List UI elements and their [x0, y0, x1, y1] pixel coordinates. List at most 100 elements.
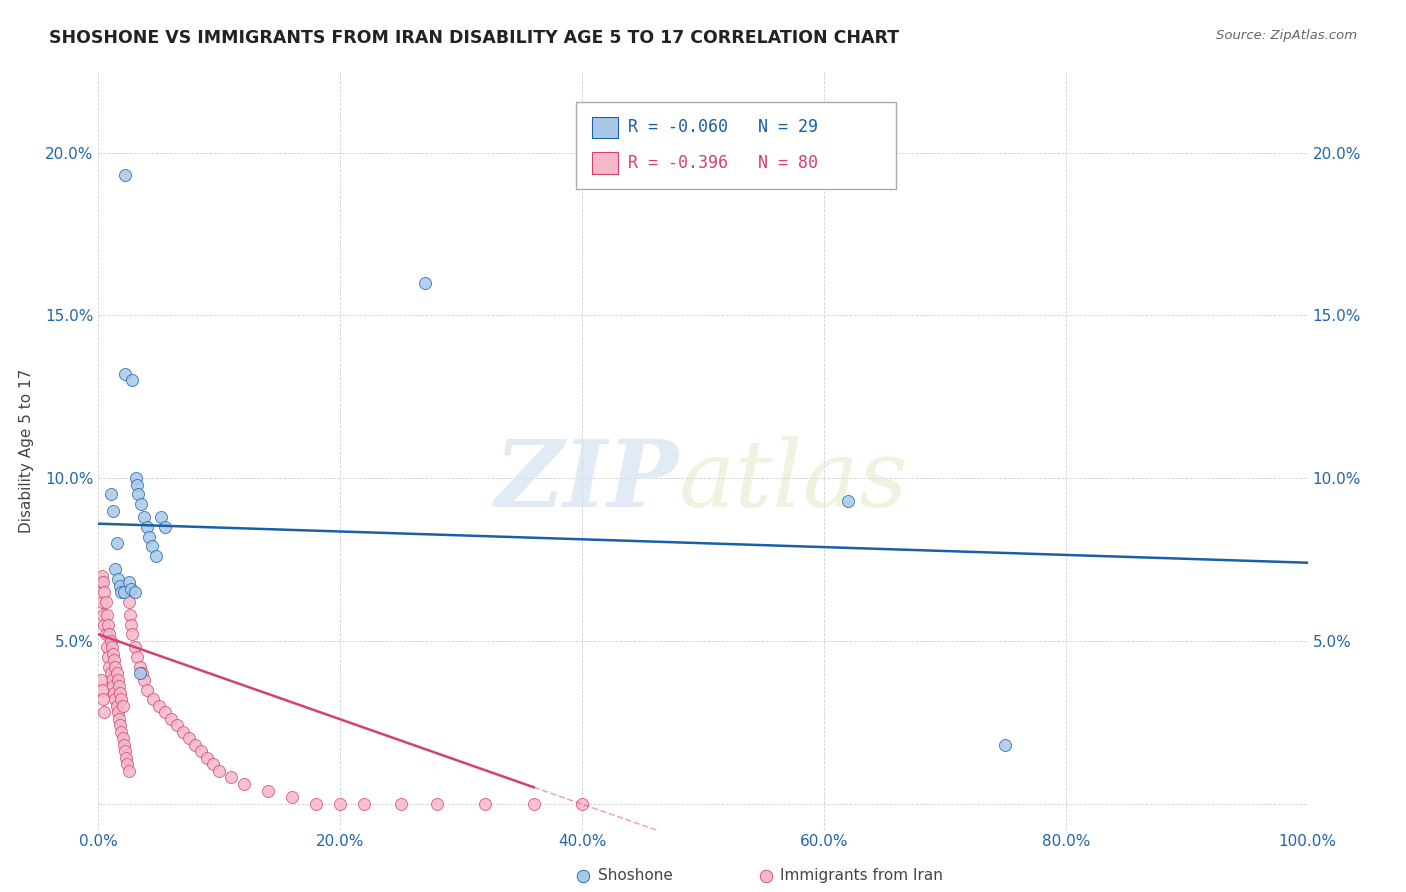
Point — [202, 757, 225, 772]
Point — [426, 797, 449, 811]
Point — [90, 673, 112, 687]
Text: Shoshone: Shoshone — [598, 869, 672, 883]
Point — [100, 633, 122, 648]
Point — [107, 706, 129, 720]
Point — [101, 647, 124, 661]
Point — [134, 510, 156, 524]
Point — [256, 783, 278, 797]
Point — [100, 640, 122, 655]
Point — [107, 572, 129, 586]
Point — [142, 692, 165, 706]
Point — [110, 692, 132, 706]
Point — [97, 650, 120, 665]
Point — [93, 585, 115, 599]
Point — [195, 751, 218, 765]
Point — [153, 706, 176, 720]
Point — [115, 751, 138, 765]
Point — [114, 169, 136, 183]
FancyBboxPatch shape — [576, 102, 897, 189]
Point — [117, 757, 139, 772]
Point — [389, 797, 412, 811]
Text: R = -0.060   N = 29: R = -0.060 N = 29 — [628, 119, 818, 136]
Point — [150, 510, 173, 524]
Point — [118, 595, 141, 609]
Point — [128, 660, 150, 674]
Text: atlas: atlas — [679, 436, 908, 525]
Point — [179, 731, 201, 746]
Point — [91, 568, 114, 582]
Point — [104, 562, 127, 576]
Point — [190, 744, 212, 758]
Point — [107, 673, 129, 687]
Point — [91, 692, 114, 706]
Point — [112, 738, 135, 752]
Point — [96, 607, 118, 622]
Text: ZIP: ZIP — [495, 436, 679, 525]
Point — [105, 666, 128, 681]
Point — [118, 607, 141, 622]
Point — [128, 666, 150, 681]
Point — [108, 686, 131, 700]
Point — [101, 503, 124, 517]
Point — [103, 686, 125, 700]
Point — [221, 771, 243, 785]
Text: SHOSHONE VS IMMIGRANTS FROM IRAN DISABILITY AGE 5 TO 17 CORRELATION CHART: SHOSHONE VS IMMIGRANTS FROM IRAN DISABIL… — [49, 29, 900, 46]
Point — [100, 487, 122, 501]
Point — [91, 682, 114, 697]
Point — [121, 627, 143, 641]
Point — [127, 650, 149, 665]
Point — [114, 744, 136, 758]
Point — [97, 617, 120, 632]
Point — [184, 738, 207, 752]
Bar — [592, 117, 619, 138]
Point — [91, 607, 114, 622]
Point — [94, 627, 117, 641]
Point — [103, 653, 125, 667]
Y-axis label: Disability Age 5 to 17: Disability Age 5 to 17 — [20, 368, 34, 533]
Point — [129, 497, 152, 511]
Text: Source: ZipAtlas.com: Source: ZipAtlas.com — [1216, 29, 1357, 42]
Point — [96, 640, 118, 655]
Point — [121, 374, 143, 388]
Point — [138, 530, 160, 544]
Point — [108, 718, 131, 732]
Point — [100, 666, 122, 681]
Point — [571, 797, 593, 811]
Point — [172, 725, 194, 739]
Point — [94, 595, 117, 609]
Point — [135, 520, 157, 534]
Point — [131, 666, 153, 681]
Point — [111, 731, 134, 746]
Point — [104, 692, 127, 706]
Point — [994, 738, 1017, 752]
Point — [474, 797, 496, 811]
Point — [141, 540, 163, 554]
Point — [160, 712, 183, 726]
Point — [101, 679, 124, 693]
Point — [232, 777, 254, 791]
Point — [110, 725, 132, 739]
Point — [120, 617, 142, 632]
Point — [281, 790, 304, 805]
Point — [111, 698, 134, 713]
Point — [134, 673, 156, 687]
Point — [110, 585, 132, 599]
Text: R = -0.396   N = 80: R = -0.396 N = 80 — [628, 154, 818, 172]
Point — [104, 660, 127, 674]
Point — [413, 276, 436, 290]
Bar — [592, 153, 619, 174]
Point — [105, 698, 128, 713]
Point — [125, 471, 148, 485]
Point — [90, 575, 112, 590]
Point — [118, 575, 141, 590]
Point — [523, 797, 546, 811]
Point — [108, 578, 131, 592]
Point — [208, 764, 231, 778]
Point — [124, 640, 146, 655]
Text: Immigrants from Iran: Immigrants from Iran — [780, 869, 943, 883]
Point — [105, 536, 128, 550]
Point — [98, 627, 121, 641]
Point — [166, 718, 188, 732]
Point — [108, 712, 131, 726]
Point — [305, 797, 328, 811]
